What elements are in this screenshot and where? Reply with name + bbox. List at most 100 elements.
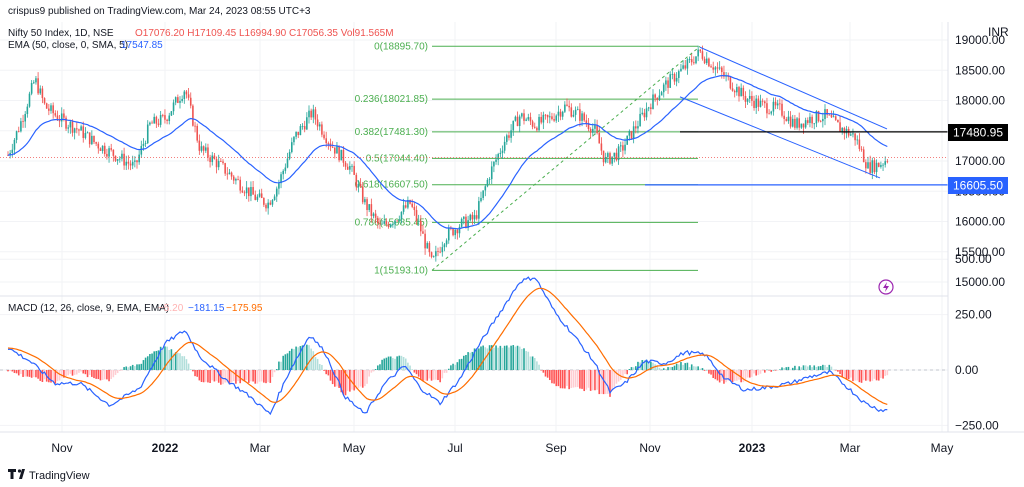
macd-hist-bar — [338, 370, 340, 388]
macd-hist-bar — [493, 347, 495, 370]
candle-body — [327, 143, 330, 144]
macd-hist-bar — [738, 370, 740, 380]
macd-hist-bar — [824, 365, 826, 370]
candle-body — [656, 97, 659, 100]
macd-hist-bar — [50, 370, 52, 383]
candle-body — [561, 111, 564, 117]
macd-hist-bar — [447, 368, 450, 370]
candle-body — [882, 164, 884, 166]
candle-body — [136, 160, 138, 163]
macd-hist-bar — [551, 370, 553, 384]
candle-body — [607, 153, 609, 157]
macd-hist-bar — [725, 370, 727, 383]
macd-hist-bar — [822, 364, 824, 370]
macd-hist-bar — [123, 367, 125, 370]
candle-body — [733, 90, 736, 93]
candle-body — [299, 126, 302, 136]
macd-hist-bar — [727, 370, 730, 381]
candle-body — [673, 73, 676, 82]
macd-hist-bar — [867, 370, 869, 381]
candle-body — [834, 116, 837, 120]
candle-body — [862, 149, 865, 163]
candle-body — [699, 49, 702, 52]
macd-hist-bar — [174, 352, 177, 370]
candle-body — [611, 156, 613, 164]
macd-hist-bar — [678, 364, 680, 370]
tradingview-logo[interactable]: TradingView — [8, 469, 90, 482]
candle-body — [265, 204, 267, 209]
macd-label[interactable]: MACD (12, 26, close, 9, EMA, EMA) — [8, 303, 169, 314]
macd-hist-bar — [521, 348, 523, 370]
candle-body — [374, 213, 377, 218]
macd-hist-bar — [841, 370, 843, 377]
macd-hist-bar — [131, 364, 134, 370]
macd-hist-bar — [172, 353, 175, 370]
candle-body — [217, 160, 220, 168]
candle-body — [323, 134, 325, 139]
macd-tick-label: −250.00 — [955, 418, 999, 432]
candle-body — [353, 165, 355, 175]
candle-body — [701, 51, 704, 59]
macd-hist-bar — [533, 358, 536, 370]
macd-line — [7, 276, 888, 416]
candle-body — [351, 165, 353, 167]
symbol-label[interactable]: Nifty 50 Index, 1D, NSE — [8, 28, 114, 39]
macd-hist-bar — [626, 370, 628, 375]
candle-body — [710, 66, 712, 68]
macd-hist-bar — [60, 370, 63, 378]
time-axis[interactable]: Nov 2022 Mar May Jul Sep Nov 2023 Mar May — [51, 441, 953, 455]
candle-body — [123, 153, 125, 166]
candle-body — [697, 49, 699, 57]
candle-body — [639, 113, 641, 127]
candle-body — [58, 120, 61, 122]
ema-label[interactable]: EMA (50, close, 0, SMA, 5) — [8, 40, 128, 51]
macd-hist-bar — [103, 370, 106, 380]
macd-hist-bar — [361, 370, 364, 388]
candle-body — [168, 115, 171, 121]
candle-body — [613, 152, 616, 157]
candle-body — [338, 146, 340, 161]
candle-body — [370, 204, 373, 217]
candle-body — [303, 126, 306, 130]
fib-level-label: 0.618(16607.50) — [355, 180, 428, 191]
macd-hist-bar — [48, 370, 50, 383]
macd-hist-bar — [680, 362, 682, 370]
macd-hist-bar — [24, 370, 26, 377]
candle-body — [260, 193, 263, 199]
price-axis[interactable]: 19000.0018500.0018000.0017500.0017000.00… — [955, 33, 1005, 289]
candle-body — [80, 126, 82, 131]
macd-hist-bar — [729, 370, 732, 381]
macd-hist-bar — [768, 370, 770, 371]
macd-hist-bar — [518, 346, 521, 370]
candle-body — [239, 179, 241, 191]
macd-hist-bar — [807, 366, 809, 370]
candle-body — [368, 204, 370, 210]
macd-hist-bar — [723, 370, 725, 384]
lightning-icon[interactable] — [878, 279, 894, 295]
candle-body — [540, 116, 542, 123]
macd-hist-bar — [854, 370, 856, 381]
macd-hist-bar — [684, 363, 687, 370]
candle-body — [695, 56, 697, 64]
macd-hist-bar — [583, 370, 585, 392]
macd-hist-bar — [273, 370, 276, 373]
candle-body — [553, 119, 555, 121]
macd-hist-bar — [334, 370, 336, 387]
macd-hist-bar — [652, 362, 654, 370]
candle-body — [624, 144, 626, 151]
candle-body — [721, 67, 723, 73]
macd-hist-bar — [192, 370, 194, 372]
candle-body — [385, 221, 388, 225]
macd-axis[interactable]: 500.00 250.00 0.00 −250.00 — [955, 252, 999, 432]
macd-hist-bar — [529, 356, 532, 370]
macd-hist-bar — [617, 370, 620, 382]
candle-body — [815, 111, 818, 124]
candle-body — [559, 111, 562, 117]
macd-hist-bar — [751, 370, 753, 377]
candle-body — [297, 131, 300, 136]
candle-body — [779, 103, 781, 105]
macd-hist-bar — [809, 365, 811, 370]
candle-body — [787, 116, 790, 122]
macd-hist-bar — [136, 364, 138, 370]
macd-hist-bar — [693, 366, 695, 370]
